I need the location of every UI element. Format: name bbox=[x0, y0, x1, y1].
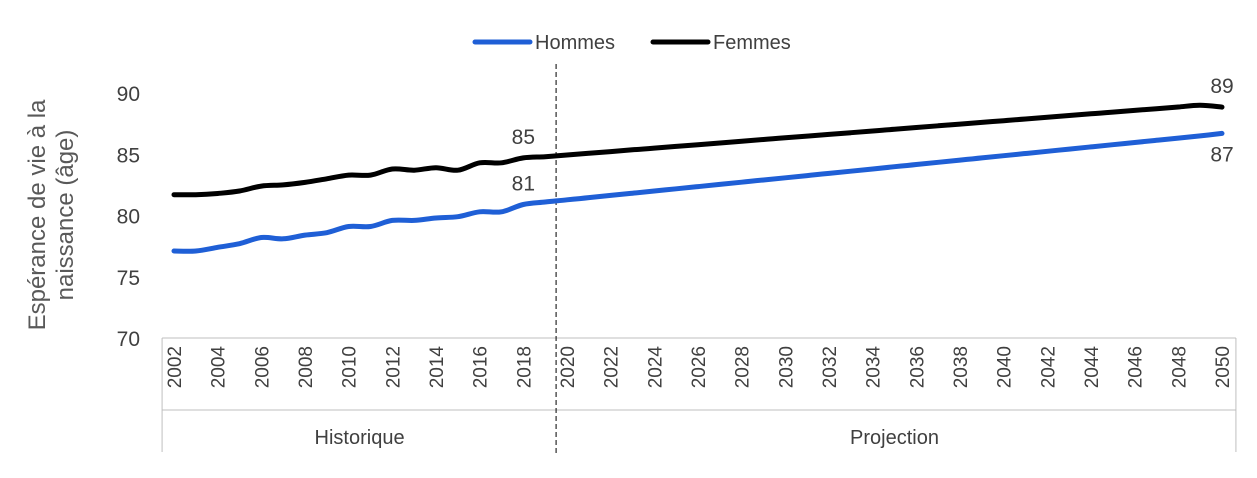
data-label: 87 bbox=[1210, 143, 1233, 166]
x-axis bbox=[161, 337, 1237, 452]
x-tick-label: 2002 bbox=[165, 346, 186, 388]
x-tick-label: 2048 bbox=[1169, 346, 1190, 388]
x-group-label: Historique bbox=[315, 427, 405, 449]
x-tick-label: 2006 bbox=[252, 346, 273, 388]
legend: Hommes Femmes bbox=[472, 32, 791, 54]
y-axis-title: Espérance de vie à la naissance (âge) bbox=[24, 99, 79, 330]
x-group-label: Projection bbox=[850, 427, 939, 449]
x-tick-label: 2018 bbox=[514, 346, 535, 388]
legend-label-femmes: Femmes bbox=[713, 32, 791, 54]
x-tick-label: 2004 bbox=[209, 346, 230, 389]
series-line-hommes bbox=[171, 130, 1225, 254]
y-tick-label: 80 bbox=[117, 206, 140, 229]
x-tick-label: 2050 bbox=[1213, 346, 1234, 388]
x-tick-label: 2032 bbox=[820, 346, 841, 388]
x-tick-label: 2024 bbox=[645, 346, 666, 389]
y-tick-label: 75 bbox=[117, 267, 140, 290]
x-tick-label: 2022 bbox=[602, 346, 623, 388]
x-tick-label: 2028 bbox=[733, 346, 754, 388]
y-axis: 70 75 80 85 90 bbox=[117, 83, 140, 351]
series-lines bbox=[171, 102, 1225, 254]
y-tick-label: 85 bbox=[117, 144, 140, 167]
x-tick-label: 2026 bbox=[689, 346, 710, 388]
x-tick-label: 2008 bbox=[296, 346, 317, 388]
x-tick-label: 2016 bbox=[471, 346, 492, 388]
data-label: 81 bbox=[512, 172, 535, 195]
y-tick-label: 90 bbox=[117, 83, 140, 106]
x-tick-label: 2010 bbox=[340, 346, 361, 388]
legend-label-hommes: Hommes bbox=[535, 32, 615, 54]
data-label: 85 bbox=[512, 126, 535, 149]
y-axis-title-line-2: naissance (âge) bbox=[52, 130, 79, 301]
x-tick-label: 2014 bbox=[427, 346, 448, 389]
x-tick-label: 2044 bbox=[1082, 346, 1103, 389]
x-tick-label: 2036 bbox=[907, 346, 928, 388]
x-axis-tick-labels: 2002 2004 2006 2008 2010 2012 2014 2016 2018 2020… bbox=[165, 346, 1234, 389]
y-axis-title-line-1: Espérance de vie à la bbox=[24, 99, 51, 330]
data-annotations: 85 81 89 87 bbox=[512, 75, 1234, 195]
x-tick-label: 2042 bbox=[1038, 346, 1059, 388]
x-tick-label: 2030 bbox=[776, 346, 797, 388]
x-tick-label: 2040 bbox=[995, 346, 1016, 388]
x-tick-label: 2038 bbox=[951, 346, 972, 388]
x-tick-label: 2034 bbox=[864, 346, 885, 389]
x-tick-label: 2046 bbox=[1126, 346, 1147, 388]
y-tick-label: 70 bbox=[117, 328, 140, 351]
x-tick-label: 2012 bbox=[383, 346, 404, 388]
data-label: 89 bbox=[1210, 75, 1233, 98]
x-tick-label: 2020 bbox=[558, 346, 579, 388]
series-line-femmes bbox=[171, 102, 1225, 198]
x-axis-groups: Historique Projection bbox=[315, 427, 939, 449]
